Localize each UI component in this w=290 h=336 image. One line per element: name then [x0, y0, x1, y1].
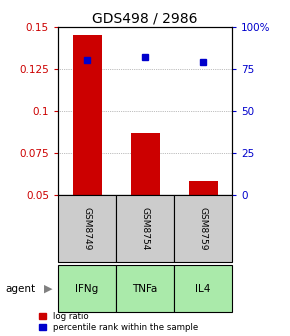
Text: IL4: IL4	[195, 284, 211, 294]
Bar	[130, 133, 160, 195]
Text: GSM8759: GSM8759	[198, 207, 208, 250]
Legend: log ratio, percentile rank within the sample: log ratio, percentile rank within the sa…	[39, 311, 198, 332]
Text: ▶: ▶	[44, 284, 52, 294]
Text: IFNg: IFNg	[75, 284, 99, 294]
Bar	[188, 181, 218, 195]
Bar	[72, 35, 102, 195]
Text: GSM8754: GSM8754	[140, 207, 150, 250]
Text: TNFa: TNFa	[132, 284, 158, 294]
Text: agent: agent	[6, 284, 36, 294]
Text: GSM8749: GSM8749	[82, 207, 92, 250]
Text: GDS498 / 2986: GDS498 / 2986	[92, 12, 198, 26]
